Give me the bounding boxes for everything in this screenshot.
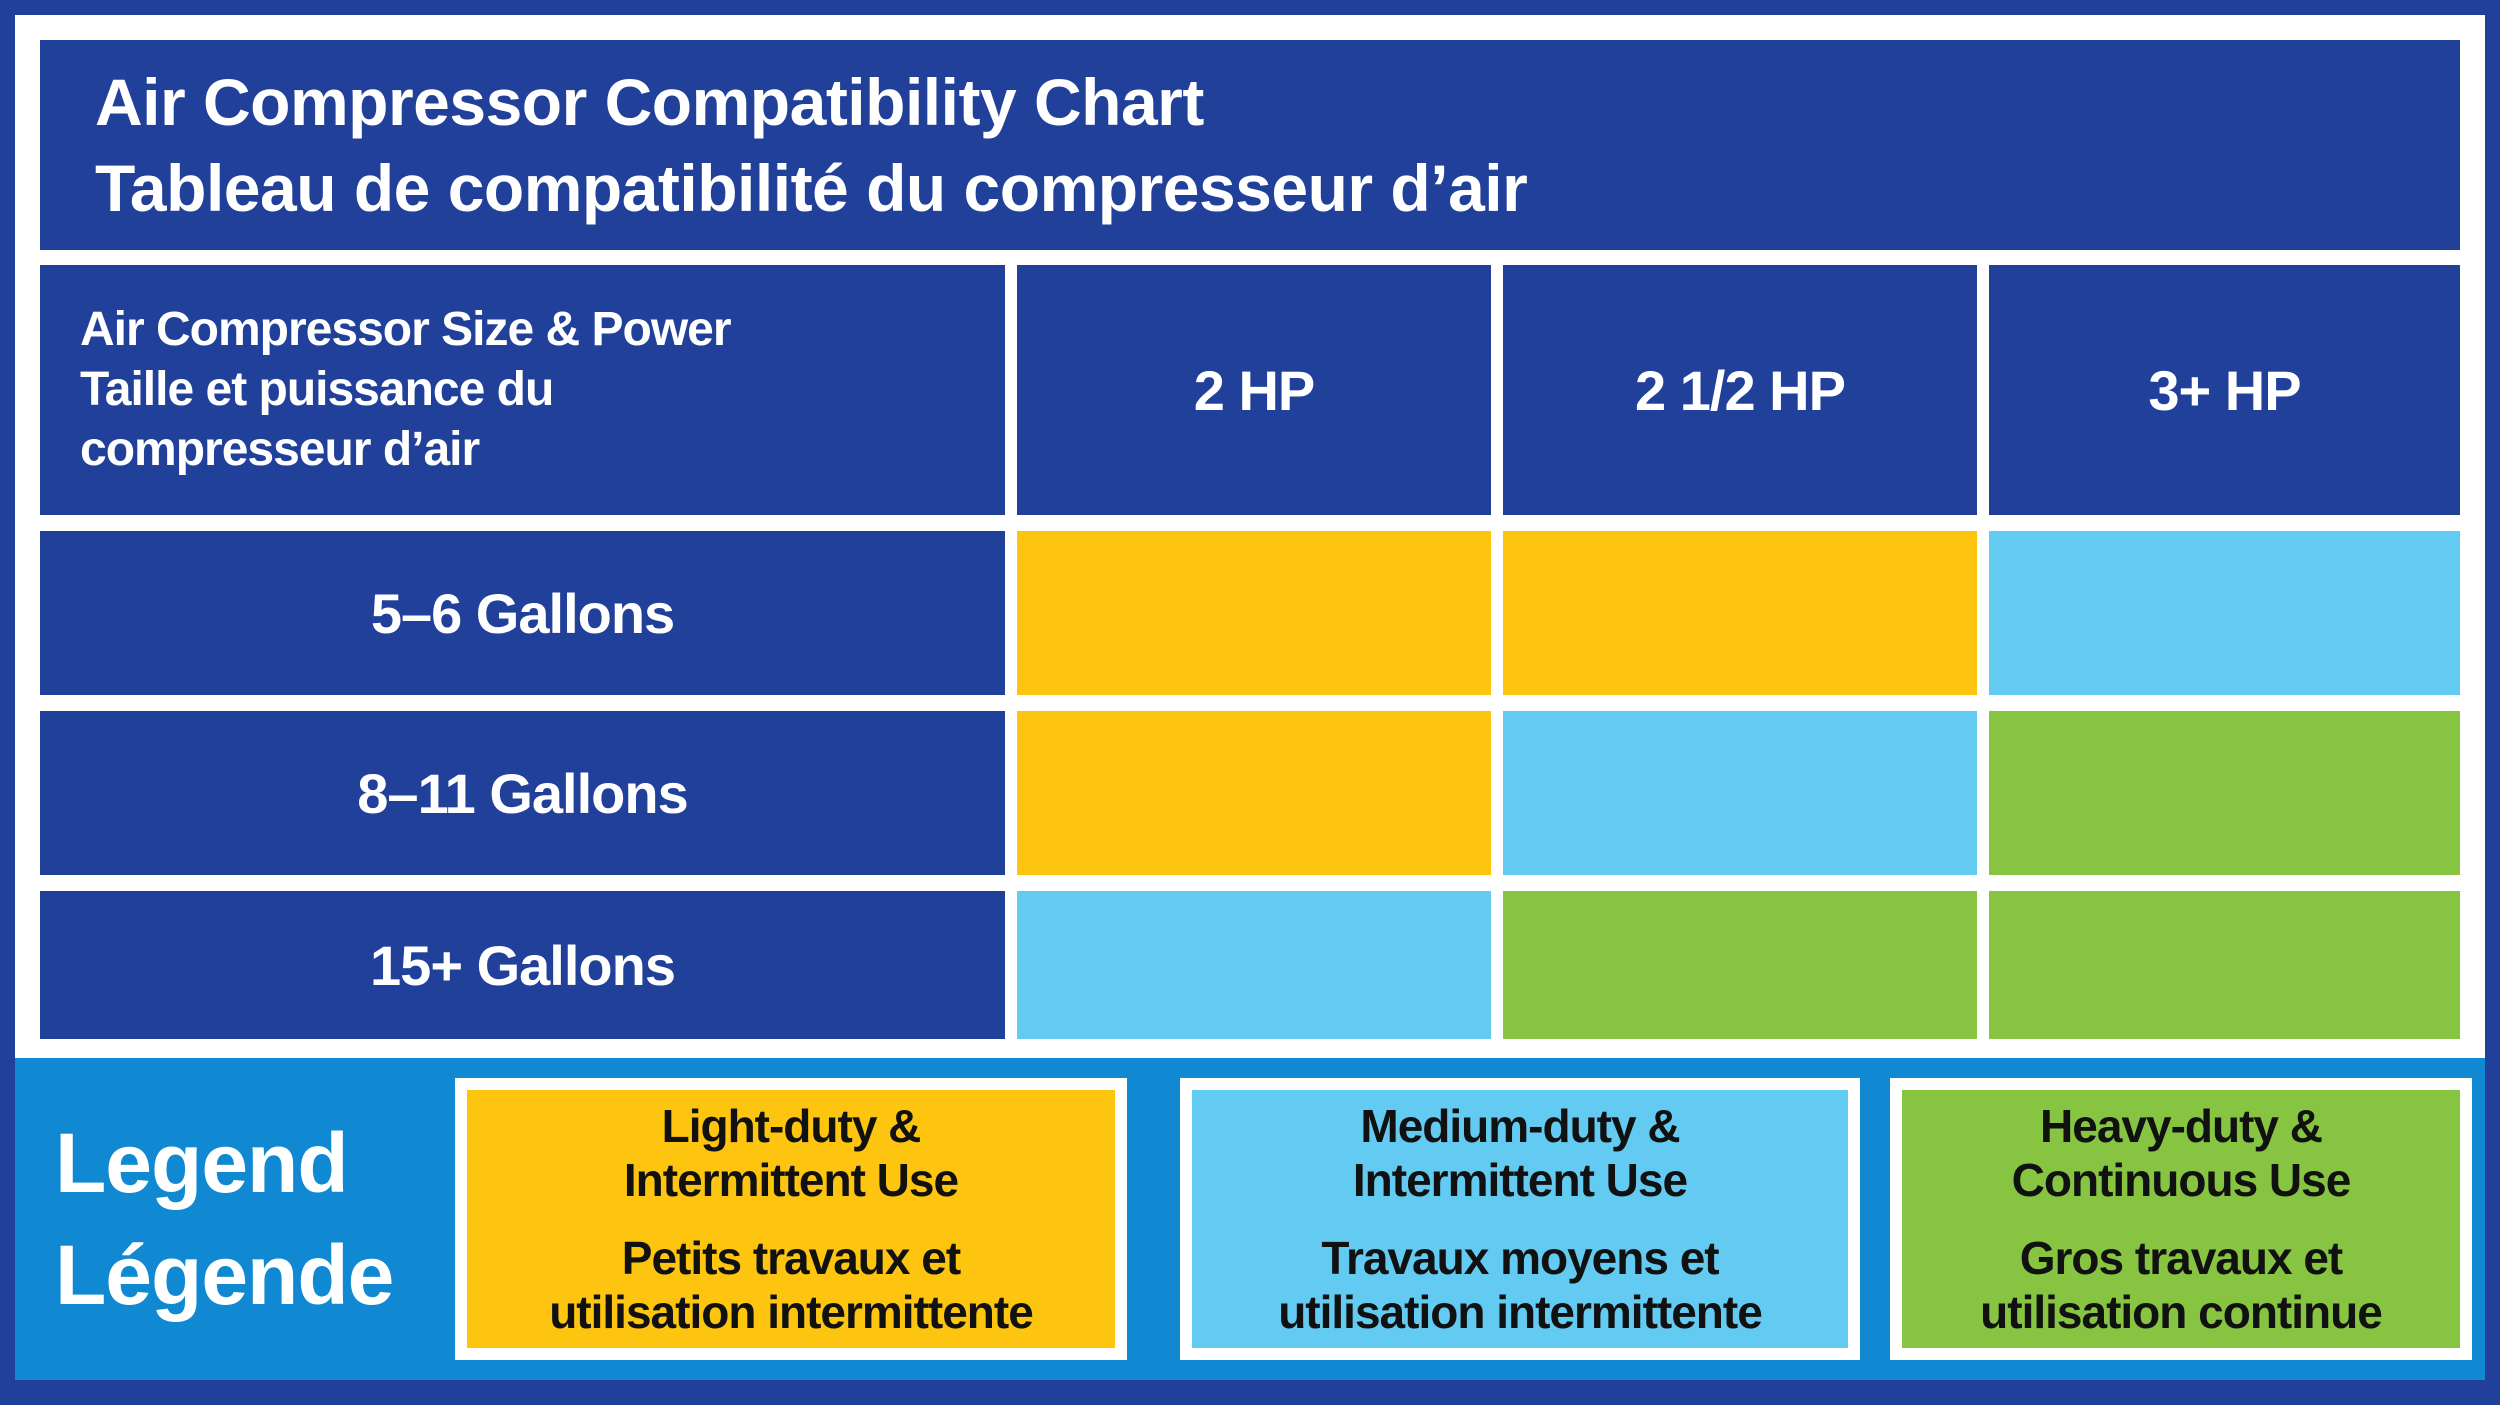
legend-item-light-duty: Light-duty & Intermittent Use Petits tra… (455, 1078, 1127, 1360)
legend-medium-duty-en-1: Medium-duty & (1360, 1100, 1680, 1152)
cell-8-11-gallons-3plus-hp (1989, 711, 2460, 875)
row-label-8-11-gallons: 8–11 Gallons (40, 711, 1005, 875)
cell-5-6-gallons-2-5hp (1503, 531, 1977, 695)
legend-band: Legend Légende Light-duty & Intermittent… (15, 1058, 2485, 1380)
corner-header-line-3: compresseur d’air (80, 423, 480, 476)
column-header-2-5hp: 2 1/2 HP (1503, 265, 1977, 515)
cell-5-6-gallons-2hp (1017, 531, 1491, 695)
cell-15plus-gallons-3plus-hp (1989, 891, 2460, 1039)
chart-frame: Air Compressor Compatibility Chart Table… (15, 15, 2485, 1058)
cell-8-11-gallons-2hp (1017, 711, 1491, 875)
legend-title-en: Legend (55, 1116, 349, 1210)
column-header-2hp: 2 HP (1017, 265, 1491, 515)
legend-medium-duty-en-2: Intermittent Use (1352, 1154, 1688, 1206)
corner-header-line-2: Taille et puissance du (80, 363, 554, 416)
row-label-5-6-gallons: 5–6 Gallons (40, 531, 1005, 695)
legend-heavy-duty-fr-1: Gros travaux et (2019, 1232, 2343, 1284)
chart-title-en: Air Compressor Compatibility Chart (95, 65, 1204, 139)
column-header-3plus-hp: 3+ HP (1989, 265, 2460, 515)
legend-heavy-duty-en-2: Continuous Use (2011, 1154, 2352, 1206)
legend-heavy-duty-fr-2: utilisation continue (1980, 1286, 2383, 1338)
table-corner-header: Air Compressor Size & Power Taille et pu… (40, 265, 1005, 515)
legend-item-heavy-duty: Heavy-duty & Continuous Use Gros travaux… (1890, 1078, 2472, 1360)
cell-15plus-gallons-2hp (1017, 891, 1491, 1039)
legend-light-duty-en-1: Light-duty & (661, 1100, 922, 1152)
legend-heavy-duty-en-1: Heavy-duty & (2040, 1100, 2323, 1152)
cell-5-6-gallons-3plus-hp (1989, 531, 2460, 695)
compatibility-table: Air Compressor Size & Power Taille et pu… (40, 265, 2460, 1039)
legend-light-duty-fr-1: Petits travaux et (621, 1232, 961, 1284)
cell-15plus-gallons-2-5hp (1503, 891, 1977, 1039)
corner-header-line-1: Air Compressor Size & Power (80, 303, 732, 356)
legend-light-duty-en-2: Intermittent Use (623, 1154, 959, 1206)
chart-title-fr: Tableau de compatibilité du compresseur … (95, 151, 1528, 225)
legend-item-medium-duty: Medium-duty & Intermittent Use Travaux m… (1180, 1078, 1860, 1360)
legend-title-fr: Légende (55, 1228, 394, 1322)
legend-medium-duty-fr-1: Travaux moyens et (1321, 1232, 1719, 1284)
row-label-15plus-gallons: 15+ Gallons (40, 891, 1005, 1039)
legend-light-duty-fr-2: utilisation intermittente (549, 1286, 1034, 1338)
cell-8-11-gallons-2-5hp (1503, 711, 1977, 875)
legend-medium-duty-fr-2: utilisation intermittente (1278, 1286, 1763, 1338)
legend-title: Legend Légende (55, 1058, 394, 1380)
chart-title-block: Air Compressor Compatibility Chart Table… (40, 40, 2460, 250)
